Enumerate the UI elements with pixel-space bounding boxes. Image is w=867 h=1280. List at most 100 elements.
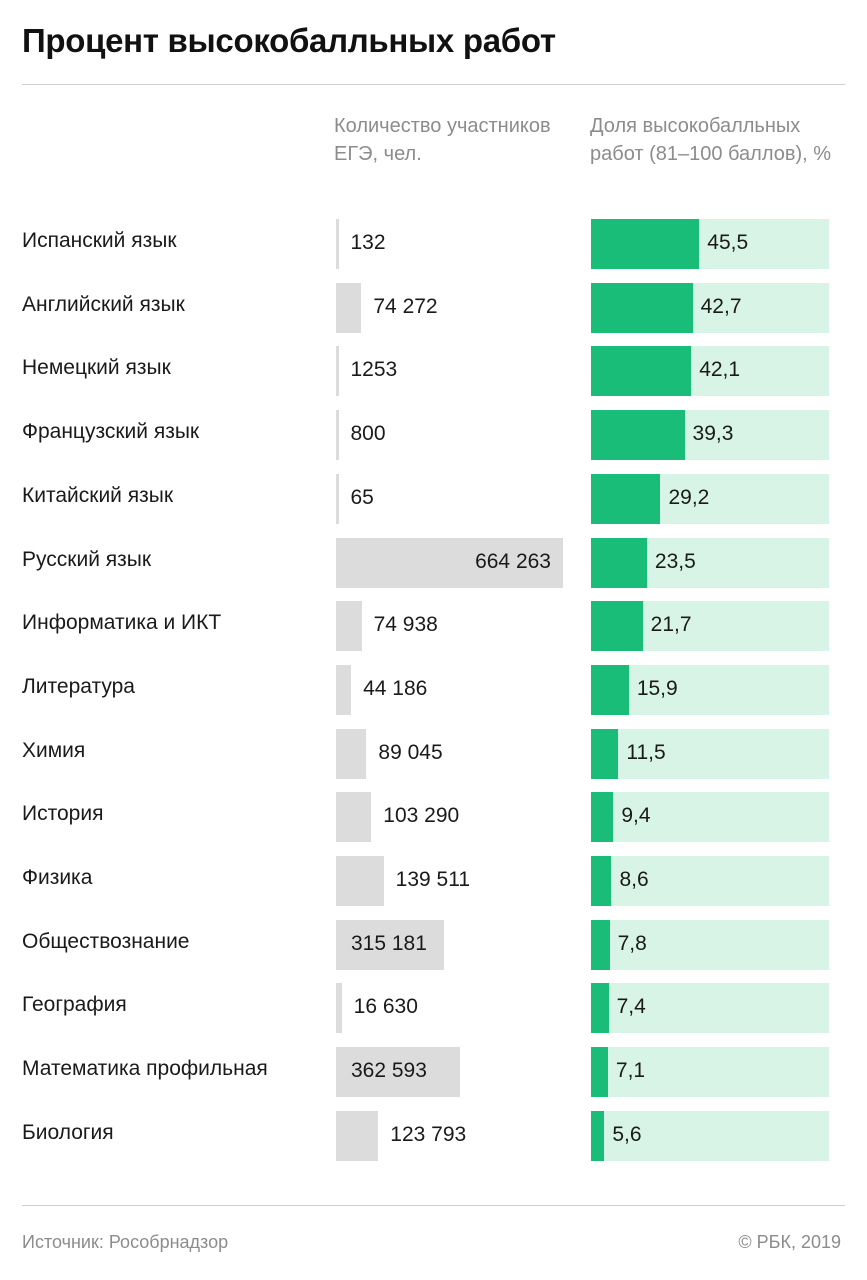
chart-row: Информатика и ИКТ 74 938 21,7 [0,601,867,652]
share-track [591,983,829,1034]
count-value-label: 132 [350,231,386,254]
count-value-label: 74 272 [373,294,438,318]
count-bar [336,983,342,1034]
share-bar [591,919,610,970]
share-bar [591,410,685,461]
chart-row: Испанский язык 132 45,5 [0,219,867,269]
chart-row: История 103 290 9,4 [0,792,867,843]
count-value-label: 664 263 [475,549,551,573]
count-value-label: 123 793 [390,1122,467,1146]
count-value-label: 44 186 [363,676,428,700]
share-bar [591,856,612,906]
count-bar [336,537,563,588]
chart-row: Китайский язык 65 29,2 [0,473,867,524]
subject-label: Французский язык [22,420,200,444]
copyright-note: © РБК, 2019 [738,1232,841,1252]
count-bar [336,664,352,715]
share-value-label: 23,5 [654,549,696,573]
count-value-label: 1253 [350,358,398,382]
subject-label: Испанский язык [22,229,177,252]
share-value-label: 5,6 [612,1122,642,1146]
count-bar [336,1047,460,1098]
count-bar [336,473,339,524]
subject-label: Математика профильная [22,1057,268,1081]
share-bar [591,1110,605,1161]
source-note: Источник: Рособрнадзор [22,1232,229,1252]
count-bar [336,728,367,779]
share-track [591,664,829,715]
chart-row: География 16 630 7,4 [0,983,867,1034]
subject-label: Химия [22,738,86,762]
count-value-label: 74 938 [373,613,438,637]
share-value-label: 7,1 [615,1059,646,1083]
count-value-label: 315 181 [351,931,427,955]
count-column-header: Количество участников ЕГЭ, чел. [334,115,551,165]
count-value-label: 16 630 [353,995,418,1019]
count-value-label: 89 045 [378,740,443,764]
chart-row: Биология 123 793 5,6 [0,1110,867,1161]
share-track [591,1047,829,1098]
count-value-label: 139 511 [395,868,471,891]
share-bar [591,983,609,1034]
chart-row: Математика профильная 362 593 7,1 [0,1047,867,1098]
share-bar [591,473,661,524]
chart-row: Немецкий язык 1253 42,1 [0,346,867,397]
count-value-label: 103 290 [383,804,460,828]
share-track [591,728,829,779]
share-value-label: 9,4 [621,804,651,828]
count-value-label: 65 [350,485,374,509]
subject-label: Физика [22,866,93,889]
chart-row: Литература 44 186 15,9 [0,664,867,715]
share-value-label: 8,6 [619,868,649,891]
count-bar [336,282,362,333]
share-bar [591,282,693,333]
count-bar [336,346,339,397]
share-track [591,792,829,843]
share-value-label: 15,9 [636,676,678,700]
share-value-label: 29,2 [668,485,710,509]
share-bar [591,664,629,715]
chart-row: Английский язык 74 272 42,7 [0,282,867,333]
subject-label: Информатика и ИКТ [22,611,222,635]
subject-label: Обществознание [22,929,190,953]
share-track [591,919,829,970]
share-bar [591,728,619,779]
share-value-label: 7,4 [616,995,646,1019]
subject-label: Литература [22,674,135,698]
count-value-label: 800 [350,422,386,446]
chart-row: Химия 89 045 11,5 [0,728,867,779]
subject-label: Биология [22,1120,114,1144]
chart-row: Русский язык 664 263 23,5 [0,537,867,588]
share-value-label: 39,3 [692,422,734,446]
count-bar [336,1110,379,1161]
share-bar [591,792,614,843]
chart-row: Французский язык 800 39,3 [0,410,867,461]
subject-label: Английский язык [22,292,185,316]
share-value-label: 21,7 [650,613,692,637]
top-divider [22,84,845,85]
subject-label: Китайский язык [22,483,174,507]
share-value-label: 45,5 [707,231,749,254]
bottom-divider [22,1205,845,1206]
count-bar [336,919,444,970]
share-value-label: 42,7 [700,294,742,318]
chart-row: Обществознание 315 181 7,8 [0,919,867,970]
count-bar [336,219,339,269]
share-column-header: Доля высокобалльных работ (81–100 баллов… [590,115,832,165]
share-bar [591,537,647,588]
subject-label: География [22,993,127,1017]
subject-label: Немецкий язык [22,356,171,380]
count-value-label: 362 593 [351,1059,427,1083]
count-bar [336,601,362,652]
count-bar [336,856,384,906]
share-bar [591,219,700,269]
share-bar [591,1047,608,1098]
subject-label: История [22,802,104,826]
share-bar [591,601,643,652]
share-track [591,1110,829,1161]
share-track [591,856,829,906]
count-bar [336,410,339,461]
subject-label: Русский язык [22,547,152,571]
chart-row: Физика 139 511 8,6 [0,856,867,906]
